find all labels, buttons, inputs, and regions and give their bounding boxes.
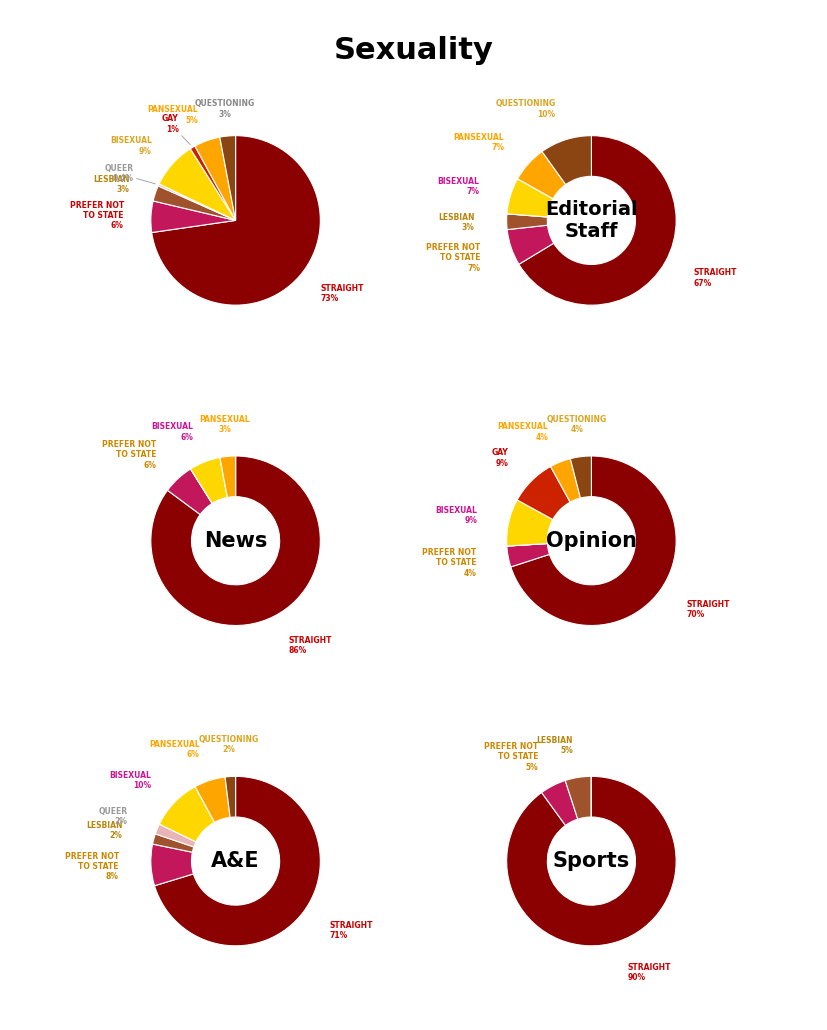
- Wedge shape: [519, 136, 676, 305]
- Text: PANSEXUAL
6%: PANSEXUAL 6%: [149, 740, 200, 759]
- Wedge shape: [507, 179, 553, 217]
- Wedge shape: [151, 201, 236, 233]
- Wedge shape: [220, 136, 236, 220]
- Text: News: News: [204, 530, 267, 551]
- Wedge shape: [159, 148, 236, 220]
- Wedge shape: [190, 146, 236, 220]
- Text: Sexuality: Sexuality: [333, 36, 494, 65]
- Wedge shape: [160, 787, 214, 842]
- Wedge shape: [517, 467, 570, 519]
- Wedge shape: [507, 214, 547, 217]
- Wedge shape: [190, 469, 213, 504]
- Wedge shape: [195, 137, 236, 220]
- Wedge shape: [507, 544, 547, 546]
- Wedge shape: [153, 185, 236, 220]
- Text: A&E: A&E: [211, 851, 260, 871]
- Text: STRAIGHT
70%: STRAIGHT 70%: [686, 599, 729, 619]
- Text: PANSEXUAL
5%: PANSEXUAL 5%: [147, 105, 198, 125]
- Text: PANSEXUAL
3%: PANSEXUAL 3%: [199, 415, 250, 434]
- Wedge shape: [168, 469, 213, 515]
- Text: BISEXUAL
6%: BISEXUAL 6%: [151, 422, 193, 442]
- Text: Editorial
Staff: Editorial Staff: [545, 200, 638, 241]
- Text: QUESTIONING
4%: QUESTIONING 4%: [547, 415, 607, 435]
- Text: BISEXUAL
9%: BISEXUAL 9%: [435, 506, 477, 525]
- Wedge shape: [225, 777, 236, 818]
- Text: PANSEXUAL
7%: PANSEXUAL 7%: [454, 133, 504, 152]
- Wedge shape: [507, 226, 554, 265]
- Text: QUEER
2%: QUEER 2%: [98, 808, 127, 826]
- Wedge shape: [152, 834, 194, 852]
- Text: STRAIGHT
90%: STRAIGHT 90%: [628, 963, 671, 982]
- Text: LESBIAN
5%: LESBIAN 5%: [537, 735, 573, 755]
- Text: PANSEXUAL
4%: PANSEXUAL 4%: [498, 422, 548, 442]
- Wedge shape: [571, 456, 591, 499]
- Wedge shape: [195, 787, 214, 822]
- Wedge shape: [151, 456, 320, 625]
- Wedge shape: [542, 781, 578, 825]
- Wedge shape: [542, 136, 591, 184]
- Text: QUESTIONING
3%: QUESTIONING 3%: [195, 99, 256, 118]
- Wedge shape: [518, 151, 566, 199]
- Text: PREFER NOT
TO STATE
6%: PREFER NOT TO STATE 6%: [69, 201, 124, 231]
- Text: QUESTIONING
10%: QUESTIONING 10%: [495, 99, 556, 118]
- Wedge shape: [195, 777, 230, 822]
- Text: PREFER NOT
TO STATE
7%: PREFER NOT TO STATE 7%: [427, 243, 480, 273]
- Text: STRAIGHT
73%: STRAIGHT 73%: [320, 284, 364, 303]
- Text: LESBIAN
3%: LESBIAN 3%: [93, 175, 130, 195]
- Text: PREFER NOT
TO STATE
6%: PREFER NOT TO STATE 6%: [102, 440, 156, 470]
- Text: Opinion: Opinion: [546, 530, 637, 551]
- Text: BISEXUAL
7%: BISEXUAL 7%: [437, 177, 480, 196]
- Wedge shape: [511, 456, 676, 625]
- Text: STRAIGHT
86%: STRAIGHT 86%: [288, 636, 332, 655]
- Text: BISEXUAL
9%: BISEXUAL 9%: [110, 136, 152, 156]
- Text: LESBIAN
3%: LESBIAN 3%: [438, 212, 475, 232]
- Text: GAY
1%: GAY 1%: [162, 114, 190, 144]
- Wedge shape: [190, 469, 213, 504]
- Wedge shape: [507, 544, 547, 546]
- Wedge shape: [507, 500, 552, 546]
- Text: Sports: Sports: [552, 851, 630, 871]
- Wedge shape: [518, 179, 553, 199]
- Wedge shape: [565, 777, 591, 819]
- Wedge shape: [158, 184, 236, 220]
- Text: PREFER NOT
TO STATE
5%: PREFER NOT TO STATE 5%: [484, 742, 538, 771]
- Text: STRAIGHT
67%: STRAIGHT 67%: [693, 268, 737, 287]
- Wedge shape: [551, 458, 581, 503]
- Text: STRAIGHT
71%: STRAIGHT 71%: [330, 921, 373, 940]
- Text: QUEER
0.4%: QUEER 0.4%: [105, 164, 155, 183]
- Text: PREFER NOT
TO STATE
8%: PREFER NOT TO STATE 8%: [65, 852, 119, 882]
- Text: LESBIAN
2%: LESBIAN 2%: [86, 821, 122, 840]
- Wedge shape: [155, 777, 320, 946]
- Text: BISEXUAL
10%: BISEXUAL 10%: [109, 770, 151, 790]
- Wedge shape: [155, 824, 196, 847]
- Text: PREFER NOT
TO STATE
4%: PREFER NOT TO STATE 4%: [423, 548, 476, 578]
- Wedge shape: [151, 136, 320, 305]
- Wedge shape: [220, 457, 227, 497]
- Text: QUESTIONING
2%: QUESTIONING 2%: [198, 734, 259, 754]
- Text: GAY
9%: GAY 9%: [492, 448, 509, 468]
- Wedge shape: [507, 214, 547, 230]
- Wedge shape: [507, 777, 676, 946]
- Wedge shape: [151, 844, 194, 886]
- Wedge shape: [507, 544, 549, 566]
- Wedge shape: [190, 457, 227, 504]
- Wedge shape: [220, 456, 236, 497]
